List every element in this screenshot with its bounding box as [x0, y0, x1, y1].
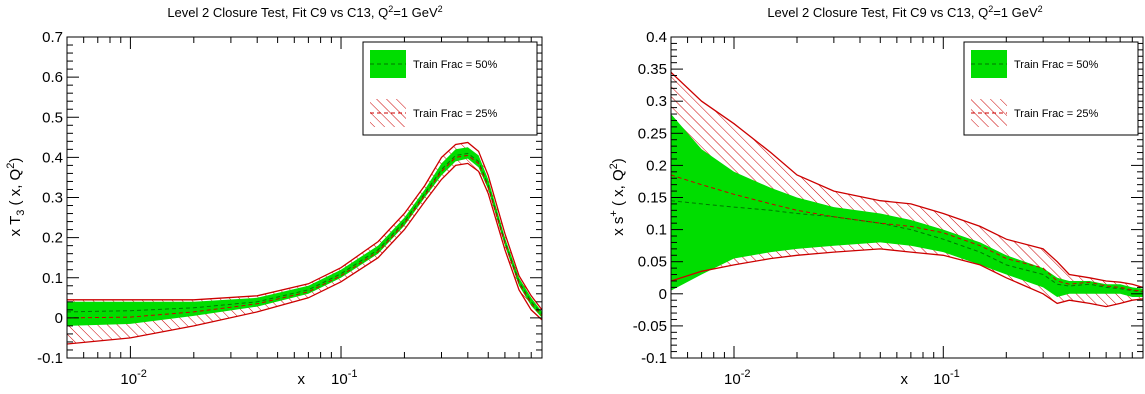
y-tick-label: 0.3: [42, 190, 63, 207]
legend: Train Frac = 50% Train Frac = 25%: [963, 41, 1139, 136]
y-tick-label: -0.1: [641, 350, 667, 367]
band-25-upper-line: [671, 71, 1143, 289]
ylabel-sup: 2: [608, 163, 620, 169]
y-tick-label: 0.1: [42, 270, 63, 287]
title-sup: 2: [438, 4, 443, 14]
x-tick-exp: -2: [137, 368, 147, 380]
bands: [67, 141, 542, 345]
title-sup: 2: [388, 4, 393, 14]
ylabel-pre: x T: [7, 216, 24, 237]
chart-title: Level 2 Closure Test, Fit C9 vs C13, Q2=…: [767, 4, 1042, 20]
panel-t3: Level 2 Closure Test, Fit C9 vs C13, Q2=…: [5, 4, 543, 388]
chart-title: Level 2 Closure Test, Fit C9 vs C13, Q2=…: [167, 4, 442, 20]
ylabel-post: ): [7, 158, 24, 163]
title-main: Level 2 Closure Test, Fit C9 vs C13, Q: [167, 5, 388, 20]
ylabel-sub: 3: [15, 210, 27, 216]
y-tick-label: 0.2: [42, 230, 63, 247]
central-50-line: [671, 200, 1143, 293]
ylabel-mid: ( x, Q: [7, 169, 24, 210]
x-tick-exp: -2: [741, 368, 751, 380]
band-25-lower-line: [67, 162, 542, 345]
y-tick-label: 0.5: [42, 109, 63, 126]
y-tick-label: -0.1: [37, 350, 63, 367]
y-axis-label: x T3 ( x, Q2): [5, 158, 27, 237]
y-tick-label: 0: [55, 310, 63, 327]
y-tick-label: 0.4: [646, 29, 667, 46]
central-25-line: [67, 154, 542, 319]
x-axis-label: x: [298, 371, 306, 388]
y-axis-label: x s+ ( x, Q2): [608, 158, 627, 236]
x-tick-label: 10-2: [724, 368, 750, 388]
title-tail: =1 GeV: [393, 5, 438, 20]
y-tick-label: -0.05: [633, 318, 667, 335]
legend-label-50: Train Frac = 50%: [413, 59, 497, 71]
band-25-lower-line: [671, 248, 1143, 308]
y-tick-label: 0.2: [646, 157, 667, 174]
legend-label-25: Train Frac = 25%: [1014, 108, 1098, 120]
ylabel-post: ): [610, 158, 627, 163]
legend: Train Frac = 50% Train Frac = 25%: [362, 41, 538, 136]
ylabel-sup: 2: [5, 163, 17, 169]
ylabel-pre: x s: [610, 217, 627, 236]
x-tick-label: 10-2: [120, 368, 146, 388]
y-tick-label: 0.4: [42, 149, 63, 166]
y-tick-label: 0.7: [42, 29, 63, 46]
y-tick-label: 0: [659, 286, 667, 303]
x-tick-label: 10-1: [933, 368, 959, 388]
x-axis-label: x: [901, 371, 909, 388]
x-tick-label: 10-1: [331, 368, 357, 388]
band-train-frac-50: [671, 114, 1143, 297]
ylabel-mid: ( x, Q: [610, 169, 627, 210]
band-train-frac-50: [67, 147, 542, 326]
y-tick-label: 0.05: [638, 254, 667, 271]
bands: [671, 71, 1143, 308]
central-25-line: [671, 174, 1143, 292]
y-tick-label: 0.35: [638, 61, 667, 78]
legend-label-50: Train Frac = 50%: [1014, 59, 1098, 71]
y-tick-label: 0.6: [42, 69, 63, 86]
x-tick-exp: -1: [950, 368, 960, 380]
x-tick-base: 10: [933, 371, 950, 388]
y-tick-label: 0.25: [638, 125, 667, 142]
central-50-line: [67, 152, 542, 315]
x-tick-base: 10: [120, 371, 137, 388]
title-main: Level 2 Closure Test, Fit C9 vs C13, Q: [767, 5, 988, 20]
x-tick-exp: -1: [348, 368, 358, 380]
band-25-upper-line: [67, 141, 542, 311]
y-tick-label: 0.15: [638, 190, 667, 207]
y-tick-label: 0.3: [646, 93, 667, 110]
title-tail: =1 GeV: [993, 5, 1038, 20]
title-sup: 2: [988, 4, 993, 14]
panel-splus: Level 2 Closure Test, Fit C9 vs C13, Q2=…: [608, 4, 1144, 388]
ylabel-sup-plus: +: [608, 210, 620, 216]
legend-label-25: Train Frac = 25%: [413, 108, 497, 120]
x-tick-base: 10: [724, 371, 741, 388]
x-tick-base: 10: [331, 371, 348, 388]
title-sup: 2: [1038, 4, 1043, 14]
y-tick-label: 0.1: [646, 222, 667, 239]
